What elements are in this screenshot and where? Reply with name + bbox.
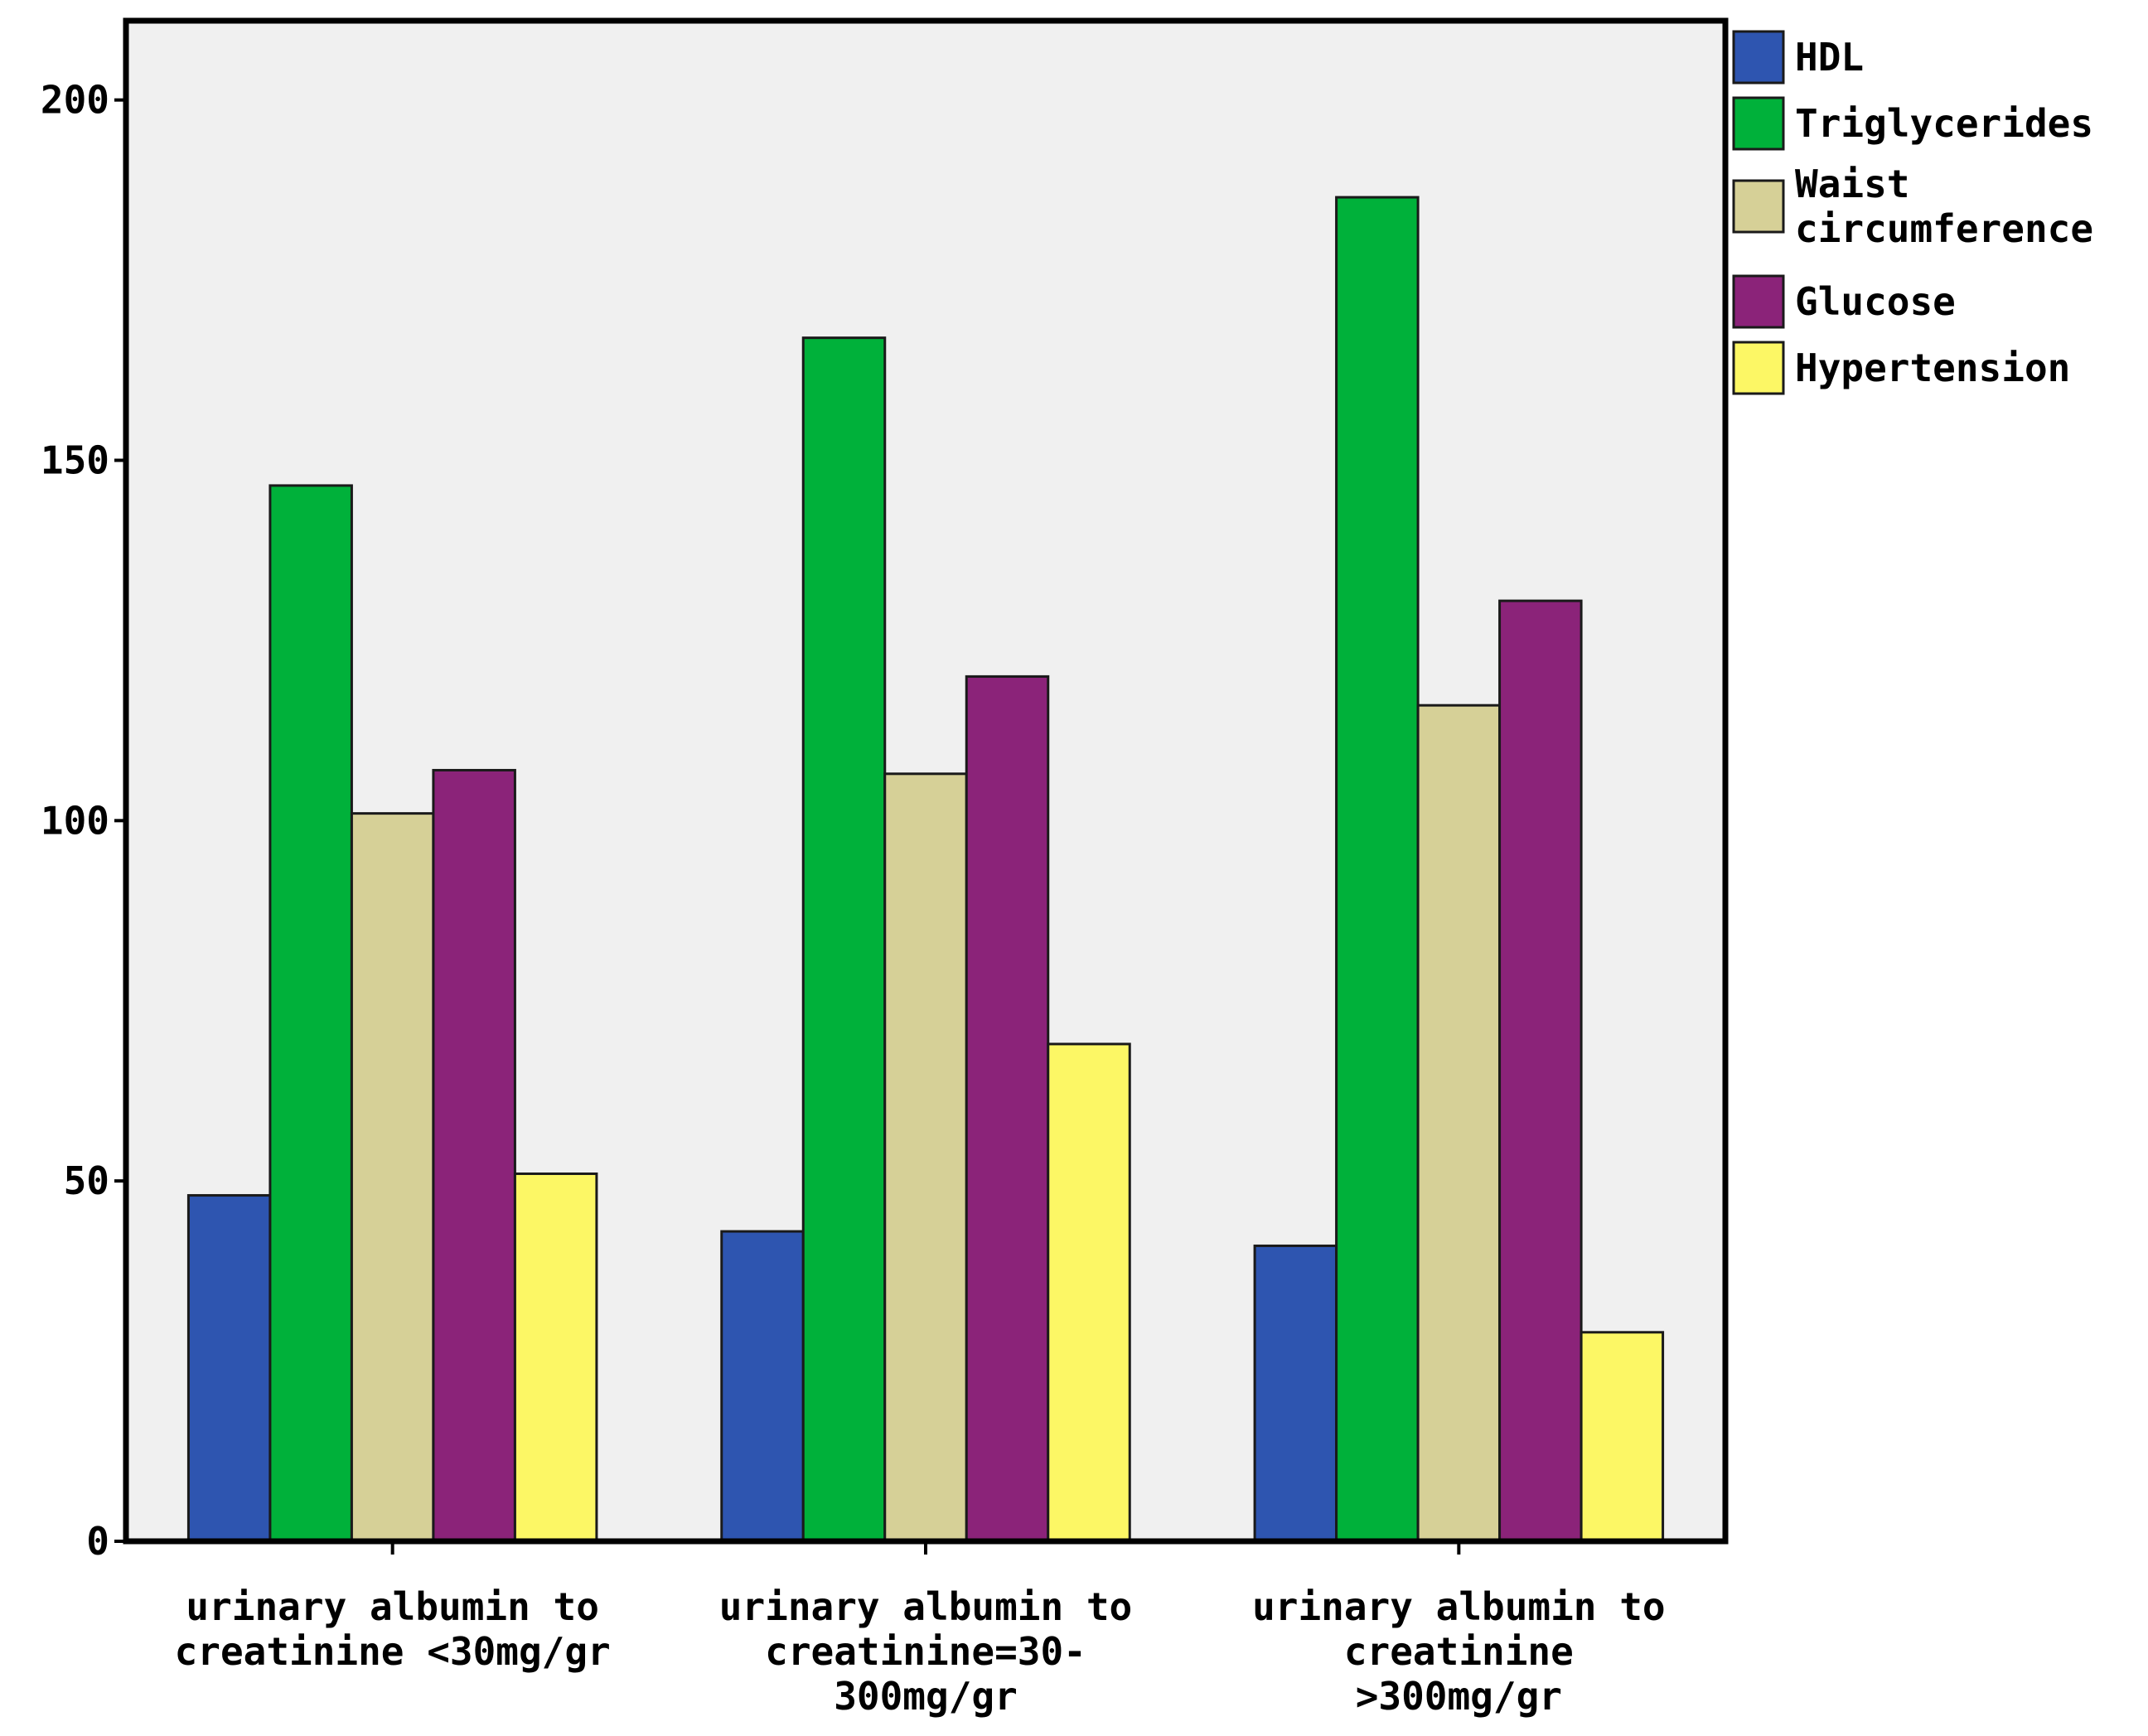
y-tick-label: 150 — [41, 438, 109, 482]
bar-triglycerides-2 — [801, 336, 887, 1543]
x-category-label: urinary albumin to creatinine >300mg/gr — [1252, 1584, 1666, 1719]
legend-swatch-waist-circumference — [1732, 179, 1785, 234]
x-category-label: urinary albumin to creatinine <30mg/gr — [175, 1584, 611, 1674]
legend: HDL Triglycerides Waist circumference Glucos… — [1732, 30, 2093, 395]
bar-waist-circumference-3 — [1416, 704, 1502, 1543]
x-axis: urinary albumin to creatinine <30mg/gr uri… — [175, 1541, 1666, 1719]
bar-hdl-3 — [1253, 1244, 1338, 1543]
bar-waist-circumference-2 — [883, 772, 968, 1543]
bar-triglycerides-1 — [268, 484, 353, 1543]
legend-label-hdl: HDL — [1795, 35, 1864, 80]
legend-swatch-hypertension — [1732, 341, 1785, 395]
bars-group — [186, 196, 1665, 1543]
y-axis: 0 50 100 150 200 — [41, 78, 126, 1564]
legend-swatch-hdl — [1732, 30, 1785, 85]
legend-label-hypertension: Hypertension — [1795, 346, 2070, 390]
y-tick-label: 50 — [64, 1158, 109, 1203]
bar-hypertension-1 — [513, 1172, 598, 1543]
bar-hdl-1 — [186, 1194, 272, 1543]
y-tick-label: 200 — [41, 78, 109, 123]
bar-glucose-1 — [432, 768, 516, 1543]
legend-label-waist-circumference: Waist circumference — [1795, 162, 2093, 251]
legend-label-glucose: Glucose — [1795, 279, 1956, 324]
bar-glucose-2 — [965, 675, 1050, 1543]
x-category-label: urinary albumin to creatinine=30-300mg/gr — [719, 1584, 1133, 1719]
bar-triglycerides-3 — [1335, 196, 1420, 1543]
legend-swatch-glucose — [1732, 274, 1785, 329]
bar-glucose-3 — [1498, 599, 1583, 1543]
bar-waist-circumference-1 — [350, 812, 435, 1543]
bar-hypertension-2 — [1047, 1042, 1131, 1543]
y-tick-label: 100 — [41, 798, 109, 843]
bar-hypertension-3 — [1580, 1331, 1665, 1543]
bar-hdl-2 — [720, 1230, 805, 1543]
y-tick-label: 0 — [86, 1519, 109, 1564]
legend-label-triglycerides: Triglycerides — [1795, 101, 2093, 146]
legend-swatch-triglycerides — [1732, 96, 1785, 151]
